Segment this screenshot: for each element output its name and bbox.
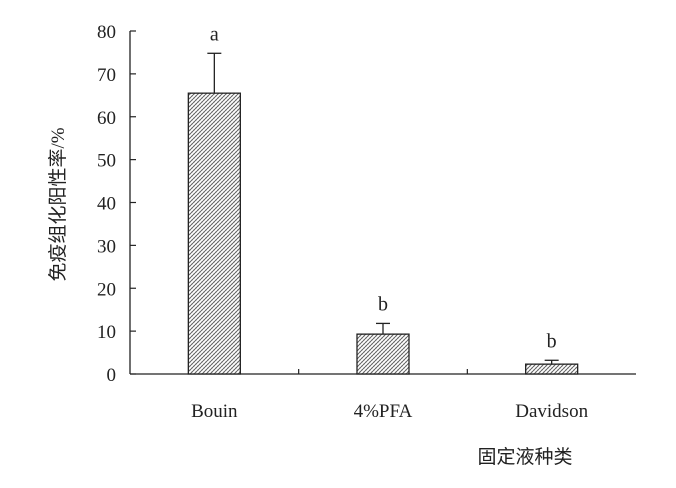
y-tick-label: 20 (97, 279, 116, 300)
bar-Davidson (525, 363, 579, 375)
y-tick-label: 60 (97, 108, 116, 129)
y-tick-label: 50 (97, 151, 116, 172)
bar-Bouin (187, 92, 241, 375)
significance-label: b (378, 293, 388, 315)
x-ticks: Bouin 4%PFA Davidson (191, 369, 589, 422)
y-tick-label: 70 (97, 65, 116, 86)
y-tick-label: 0 (107, 365, 117, 386)
significance-label: a (210, 23, 219, 45)
y-ticks: 0 10 20 30 40 50 60 70 80 (97, 22, 136, 386)
x-tick-label: Bouin (191, 401, 238, 422)
y-tick-label: 40 (97, 194, 116, 215)
bars: a b b (187, 23, 579, 375)
x-tick-label: Davidson (515, 401, 588, 422)
y-tick-label: 30 (97, 236, 116, 257)
y-tick-label: 80 (97, 22, 116, 43)
y-tick-label: 10 (97, 322, 116, 343)
y-axis-label: 免疫组化阳性率/% (47, 127, 69, 281)
x-axis-label: 固定液种类 (477, 446, 572, 468)
bar-4%PFA (356, 333, 410, 375)
significance-label: b (547, 330, 557, 352)
x-tick-label: 4%PFA (354, 401, 413, 422)
